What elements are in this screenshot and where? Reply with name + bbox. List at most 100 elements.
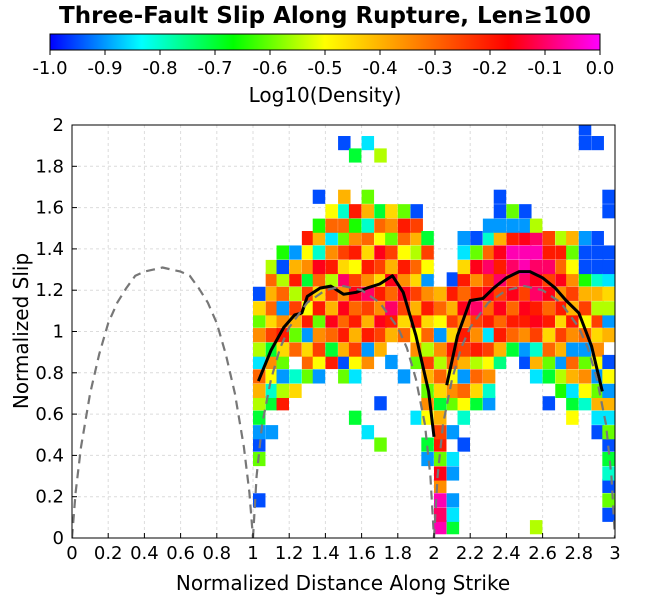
- colorbar-tick-label: -0.4: [362, 58, 397, 79]
- heatmap-cell: [519, 328, 532, 343]
- heatmap-cell: [555, 313, 568, 328]
- heatmap-cell: [374, 313, 387, 328]
- heatmap-cell: [397, 204, 411, 219]
- heatmap-cell: [312, 354, 326, 370]
- heatmap-cell: [566, 396, 579, 411]
- heatmap-cell: [506, 259, 519, 275]
- heatmap-cell: [421, 272, 434, 287]
- reference-curve: [251, 285, 436, 538]
- heatmap-cell: [289, 342, 302, 357]
- heatmap-cell: [446, 313, 460, 328]
- heatmap-cell: [482, 313, 496, 328]
- heatmap-cell: [542, 369, 556, 384]
- x-axis-ticks: 0 0.2 0.4 0.6 0.8 1 1.2 1.4 1.6 1.8 2 2.2 2.4 2.6 2.8 3: [66, 533, 621, 564]
- heatmap-cell: [493, 342, 507, 357]
- heatmap-cell: [446, 425, 460, 440]
- heatmap-cell: [482, 230, 496, 246]
- heatmap-cell: [542, 396, 556, 411]
- heatmap-cell: [348, 148, 362, 163]
- heatmap-cell: [325, 342, 338, 357]
- heatmap-cell: [506, 328, 519, 343]
- heatmap-cell: [591, 286, 604, 301]
- reference-curve: [432, 285, 615, 538]
- heatmap-cell: [602, 383, 615, 398]
- heatmap-cell: [421, 230, 434, 246]
- heatmap-cell: [482, 383, 496, 398]
- heatmap-cell: [542, 342, 556, 357]
- y-tick-label: 1.8: [35, 156, 64, 177]
- heatmap-cell: [482, 396, 496, 411]
- heatmap-cell: [457, 245, 471, 260]
- heatmap-cell: [312, 189, 326, 204]
- heatmap-cell: [253, 383, 266, 398]
- heatmap-cell: [361, 354, 375, 370]
- y-tick-label: 2: [53, 115, 64, 136]
- heatmap-cell: [421, 259, 434, 275]
- heatmap-cell: [385, 204, 398, 219]
- heatmap-cell: [265, 313, 279, 328]
- heatmap-cell: [374, 230, 387, 246]
- heatmap-cell: [529, 520, 543, 535]
- heatmap-cell: [361, 342, 375, 357]
- heatmap-cell: [312, 301, 326, 316]
- heatmap-cell: [325, 259, 338, 275]
- heatmap-cell: [348, 410, 362, 425]
- heatmap-cell: [434, 313, 447, 328]
- heatmap-cell: [361, 301, 375, 316]
- heatmap-cell: [470, 342, 483, 357]
- heatmap-cell: [566, 328, 579, 343]
- heatmap-cell: [434, 286, 447, 301]
- heatmap-cell: [529, 328, 543, 343]
- heatmap-cell: [529, 245, 543, 260]
- heatmap-cell: [482, 342, 496, 357]
- heatmap-cell: [397, 218, 411, 233]
- heatmap-cell: [506, 301, 519, 316]
- heatmap-cell: [325, 230, 338, 246]
- heatmap-cell: [361, 272, 375, 287]
- heatmap-cell: [253, 410, 266, 425]
- heatmap-cell: [276, 272, 290, 287]
- heatmap-cell: [276, 301, 290, 316]
- heatmap-cell: [301, 328, 315, 343]
- heatmap-cell: [602, 437, 615, 452]
- heatmap-cell: [470, 396, 483, 411]
- heatmap-cell: [555, 301, 568, 316]
- heatmap-cell: [276, 383, 290, 398]
- heatmap-cell: [421, 301, 434, 316]
- heatmap-cell: [410, 410, 423, 425]
- x-tick-label: 2.8: [564, 543, 593, 564]
- heatmap-cell: [506, 313, 519, 328]
- heatmap-cell: [529, 369, 543, 384]
- x-tick-label: 0.6: [166, 543, 195, 564]
- heatmap-cell: [529, 354, 543, 370]
- heatmap-cell: [338, 272, 351, 287]
- heatmap-cell: [578, 259, 592, 275]
- heatmap-cell: [385, 272, 398, 287]
- heatmap-cell: [312, 369, 326, 384]
- heatmap-cell: [602, 301, 615, 316]
- heatmap-cell: [385, 313, 398, 328]
- heatmap-cell: [421, 437, 434, 452]
- heatmap-cell: [602, 204, 615, 219]
- heatmap-cell: [361, 328, 375, 343]
- heatmap-cell: [434, 520, 447, 535]
- heatmap-cell: [457, 230, 471, 246]
- heatmap-cell: [253, 396, 266, 411]
- heatmap-cell: [519, 218, 532, 233]
- heatmap-cell: [555, 259, 568, 275]
- y-tick-label: 1.4: [35, 239, 64, 260]
- heatmap-cell: [361, 313, 375, 328]
- heatmap-cell: [542, 328, 556, 343]
- heatmap-cell: [265, 272, 279, 287]
- heatmap-cell: [591, 396, 604, 411]
- x-tick-label: 3: [609, 543, 620, 564]
- heatmap-cell: [410, 245, 423, 260]
- mean-slip-line: [257, 274, 436, 437]
- heatmap-cell: [397, 369, 411, 384]
- x-tick-label: 2.4: [492, 543, 521, 564]
- heatmap-cell: [542, 354, 556, 370]
- heatmap-cell: [493, 218, 507, 233]
- heatmap-cell: [493, 245, 507, 260]
- heatmap-cell: [602, 466, 615, 481]
- heatmap-cell: [338, 328, 351, 343]
